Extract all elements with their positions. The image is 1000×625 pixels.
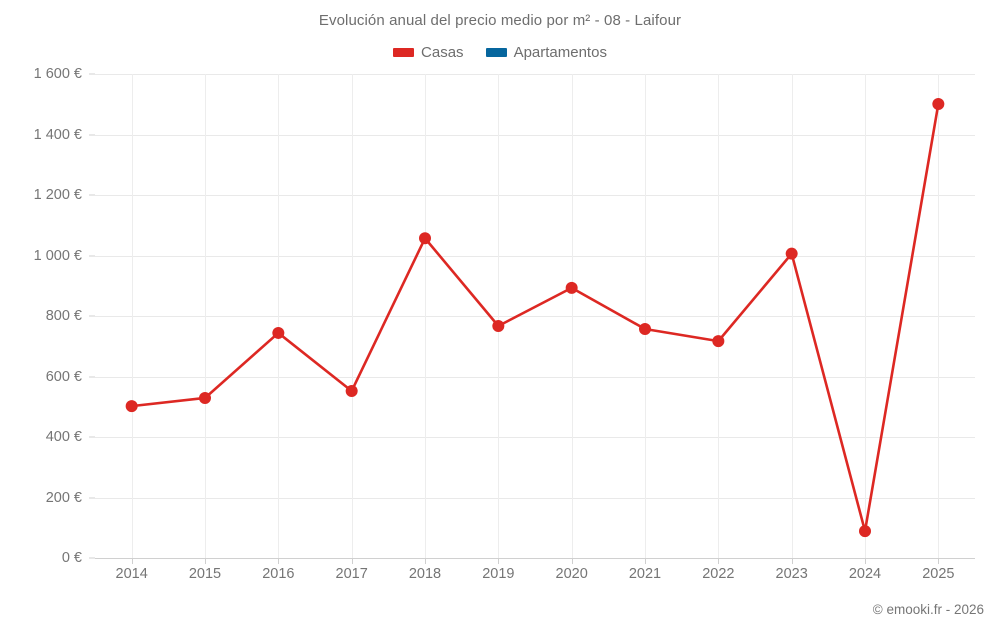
gridline-vertical bbox=[425, 74, 426, 558]
data-point[interactable] bbox=[932, 97, 945, 110]
y-axis-tick-label: 0 € bbox=[61, 550, 82, 566]
gridline-vertical bbox=[131, 74, 133, 558]
data-point[interactable] bbox=[639, 323, 651, 336]
legend-item-casas[interactable]: Casas bbox=[393, 44, 464, 61]
chart-title: Evolución anual del precio medio por m² … bbox=[318, 12, 682, 29]
x-axis-tick-mark bbox=[351, 558, 353, 564]
y-axis-tick-label: 200 € bbox=[45, 489, 82, 506]
x-axis-tick-mark bbox=[571, 558, 573, 564]
y-axis-tick-mark bbox=[89, 315, 95, 317]
data-point[interactable] bbox=[199, 391, 211, 404]
data-point[interactable] bbox=[125, 400, 138, 413]
gridline-vertical bbox=[278, 74, 280, 558]
x-axis-tick-mark bbox=[498, 558, 500, 564]
legend-swatch-casas bbox=[393, 48, 415, 57]
y-axis-tick-label: 1 200 € bbox=[33, 187, 82, 203]
series-line-casas bbox=[130, 102, 940, 533]
data-point[interactable] bbox=[345, 385, 358, 398]
x-axis-tick-mark bbox=[205, 558, 206, 564]
gridline-vertical bbox=[938, 74, 940, 558]
x-axis-tick-label: 2014 bbox=[115, 566, 148, 582]
gridline-horizontal bbox=[95, 74, 975, 75]
legend-label-apartamentos: Apartamentos bbox=[513, 44, 607, 61]
x-axis-tick-mark bbox=[938, 558, 940, 564]
gridline-horizontal bbox=[95, 316, 975, 317]
data-point[interactable] bbox=[859, 525, 871, 538]
gridline-vertical bbox=[205, 74, 206, 558]
gridline-vertical bbox=[718, 74, 720, 558]
x-axis-tick-mark bbox=[278, 558, 280, 564]
x-axis-tick-label: 2022 bbox=[702, 566, 735, 582]
data-point[interactable] bbox=[492, 319, 505, 332]
plot-area bbox=[95, 74, 975, 559]
x-axis-tick-label: 2024 bbox=[848, 566, 882, 582]
y-axis-tick-mark bbox=[89, 557, 95, 559]
y-axis-tick-label: 1 400 € bbox=[33, 126, 82, 143]
x-axis-tick-label: 2023 bbox=[775, 566, 808, 582]
data-point[interactable] bbox=[419, 232, 431, 245]
x-axis-tick-label: 2015 bbox=[188, 566, 222, 582]
y-axis-tick-mark bbox=[89, 497, 95, 498]
data-point[interactable] bbox=[272, 326, 285, 339]
y-axis-tick-label: 1 000 € bbox=[33, 247, 82, 264]
gridline-vertical bbox=[571, 74, 573, 558]
gridline-horizontal bbox=[95, 497, 975, 499]
x-axis-tick-label: 2016 bbox=[262, 566, 295, 582]
gridline-horizontal bbox=[95, 255, 975, 257]
x-axis-tick-mark bbox=[865, 558, 866, 564]
y-axis-tick-mark bbox=[89, 134, 95, 135]
y-axis-tick-mark bbox=[89, 436, 95, 438]
gridline-horizontal bbox=[95, 134, 975, 136]
footer-credit: © emooki.fr - 2026 bbox=[872, 602, 984, 617]
x-axis-tick-label: 2025 bbox=[922, 566, 955, 582]
data-point[interactable] bbox=[785, 247, 798, 260]
gridline-horizontal bbox=[95, 195, 975, 196]
gridline-vertical bbox=[645, 74, 646, 558]
gridline-horizontal bbox=[95, 376, 975, 378]
y-axis-tick-label: 400 € bbox=[45, 429, 82, 445]
y-axis-tick-mark bbox=[89, 73, 95, 75]
gridline-horizontal bbox=[95, 437, 975, 438]
y-axis-tick-mark bbox=[89, 194, 95, 196]
data-point[interactable] bbox=[712, 335, 725, 348]
x-axis-tick-mark bbox=[131, 558, 133, 564]
y-axis-tick-label: 1 600 € bbox=[33, 66, 82, 82]
axis-baseline bbox=[95, 558, 975, 559]
y-axis-tick-label: 800 € bbox=[45, 308, 82, 324]
gridline-vertical bbox=[351, 74, 353, 558]
x-axis-tick-mark bbox=[425, 558, 426, 564]
data-point[interactable] bbox=[565, 281, 578, 294]
y-axis-tick-mark bbox=[89, 255, 95, 256]
gridline-vertical bbox=[791, 74, 793, 558]
legend-swatch-apartamentos bbox=[485, 48, 507, 57]
legend-item-apartamentos[interactable]: Apartamentos bbox=[485, 44, 607, 61]
y-axis-tick-label: 600 € bbox=[45, 368, 82, 385]
x-axis-tick-label: 2019 bbox=[482, 566, 515, 582]
legend-label-casas: Casas bbox=[421, 44, 464, 61]
x-axis-tick-label: 2018 bbox=[408, 566, 442, 582]
gridline-vertical bbox=[865, 74, 866, 558]
chart-legend: Casas Apartamentos bbox=[0, 44, 1000, 61]
x-axis-tick-mark bbox=[791, 558, 793, 564]
x-axis-tick-label: 2021 bbox=[628, 566, 662, 582]
x-axis-tick-mark bbox=[645, 558, 646, 564]
x-axis-tick-label: 2017 bbox=[335, 566, 368, 582]
y-axis-tick-mark bbox=[89, 376, 95, 377]
x-axis-tick-mark bbox=[718, 558, 720, 564]
gridline-vertical bbox=[498, 74, 500, 558]
x-axis-tick-label: 2020 bbox=[555, 566, 588, 582]
